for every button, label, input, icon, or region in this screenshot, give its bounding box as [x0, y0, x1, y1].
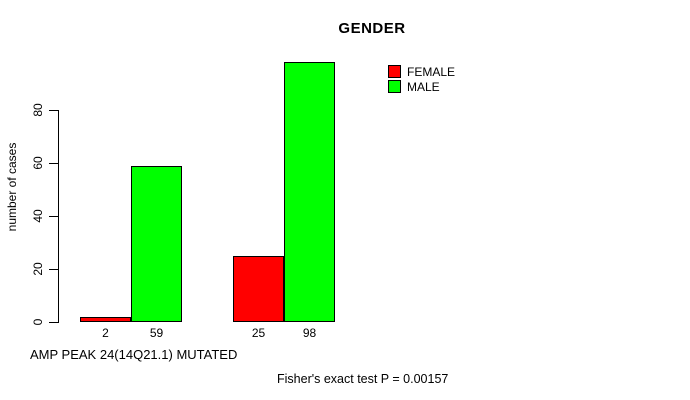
legend-row-female: FEMALE	[388, 64, 455, 79]
x-axis-label: AMP PEAK 24(14Q21.1) MUTATED	[30, 347, 238, 362]
legend-row-male: MALE	[388, 79, 455, 94]
y-tick	[49, 216, 58, 217]
y-tick	[49, 163, 58, 164]
y-tick	[49, 269, 58, 270]
legend-swatch-male	[388, 80, 401, 93]
legend-label-female: FEMALE	[407, 64, 456, 79]
legend-label-male: MALE	[407, 79, 440, 94]
y-tick-label: 60	[31, 156, 45, 170]
legend-swatch-female	[388, 65, 401, 78]
bar-value-label: 98	[302, 326, 317, 340]
bar-female-group-1	[80, 317, 131, 322]
y-axis-line	[58, 110, 59, 323]
bar-value-label: 59	[149, 326, 164, 340]
bar-value-label: 2	[102, 326, 109, 340]
bar-value-label: 25	[251, 326, 266, 340]
y-tick	[49, 110, 58, 111]
y-tick-label: 80	[31, 103, 45, 117]
y-tick	[49, 322, 58, 323]
bar-male-group-2	[284, 62, 335, 322]
bar-female-group-2	[233, 256, 284, 322]
bar-male-group-1	[131, 166, 182, 322]
fisher-test-caption: Fisher's exact test P = 0.00157	[277, 372, 449, 386]
y-tick-label: 40	[31, 209, 45, 223]
chart-title: GENDER	[338, 20, 406, 37]
y-tick-label: 20	[31, 262, 45, 276]
y-tick-label: 0	[31, 318, 45, 326]
legend: FEMALE MALE	[388, 64, 455, 94]
y-axis-label: number of cases	[5, 142, 19, 232]
